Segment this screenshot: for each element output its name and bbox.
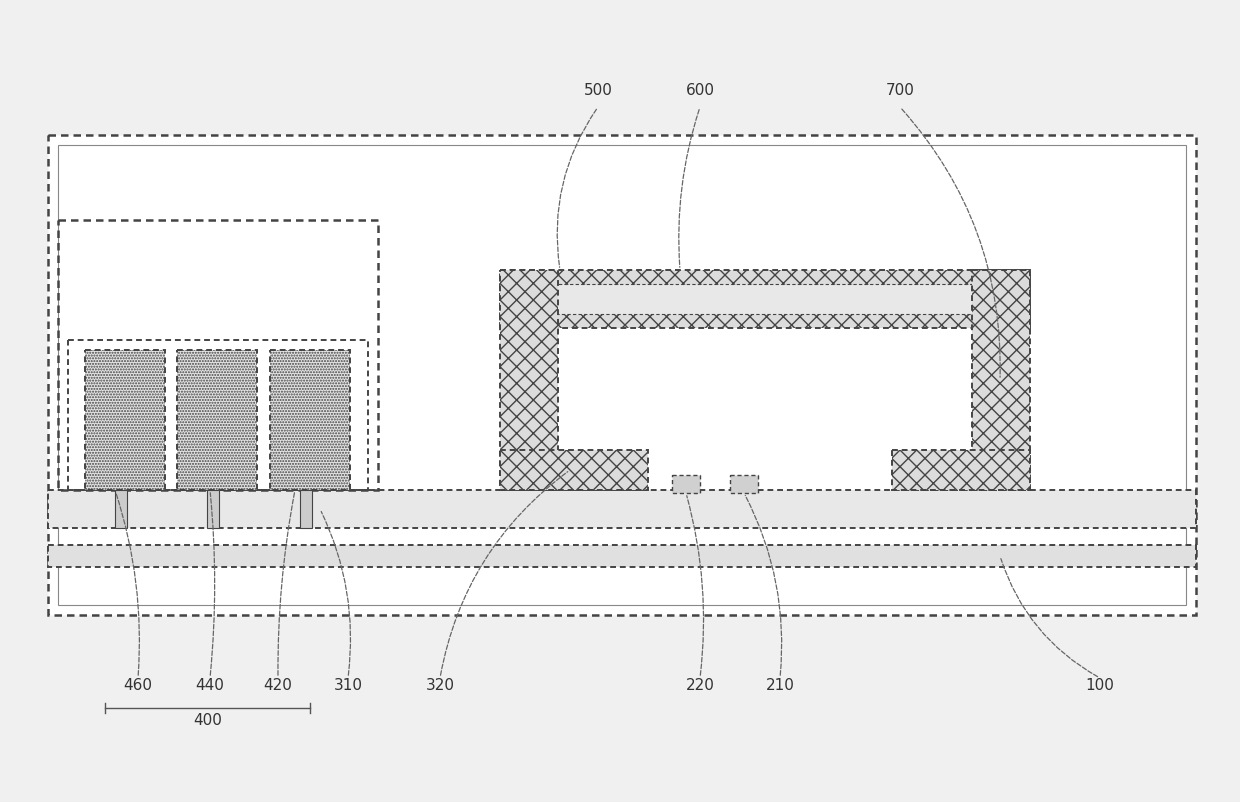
Text: 220: 220 (686, 678, 714, 693)
Bar (68, 340, 368, 490)
Bar (58, 145, 1185, 605)
Text: 460: 460 (124, 678, 153, 693)
Bar (270, 350, 350, 490)
Bar (500, 270, 1030, 328)
Text: 100: 100 (1085, 678, 1115, 693)
Text: 210: 210 (765, 678, 795, 693)
Bar (515, 284, 1016, 314)
Text: 320: 320 (425, 678, 455, 693)
Bar (48, 490, 1197, 528)
Text: 440: 440 (196, 678, 224, 693)
Bar (177, 350, 257, 490)
Bar (300, 490, 312, 528)
Bar (892, 450, 1030, 490)
Text: 400: 400 (193, 713, 222, 728)
Bar (500, 270, 558, 490)
Bar (115, 490, 126, 528)
Text: 310: 310 (334, 678, 362, 693)
Bar (48, 545, 1197, 567)
Text: 600: 600 (686, 83, 714, 98)
Bar (48, 135, 1197, 615)
Text: 700: 700 (885, 83, 914, 98)
Text: 420: 420 (264, 678, 293, 693)
Bar (672, 475, 701, 493)
Bar (972, 270, 1030, 490)
Bar (730, 475, 758, 493)
Text: 500: 500 (584, 83, 613, 98)
Bar (58, 220, 378, 490)
Bar (500, 450, 649, 490)
Bar (86, 350, 165, 490)
Bar (207, 490, 219, 528)
